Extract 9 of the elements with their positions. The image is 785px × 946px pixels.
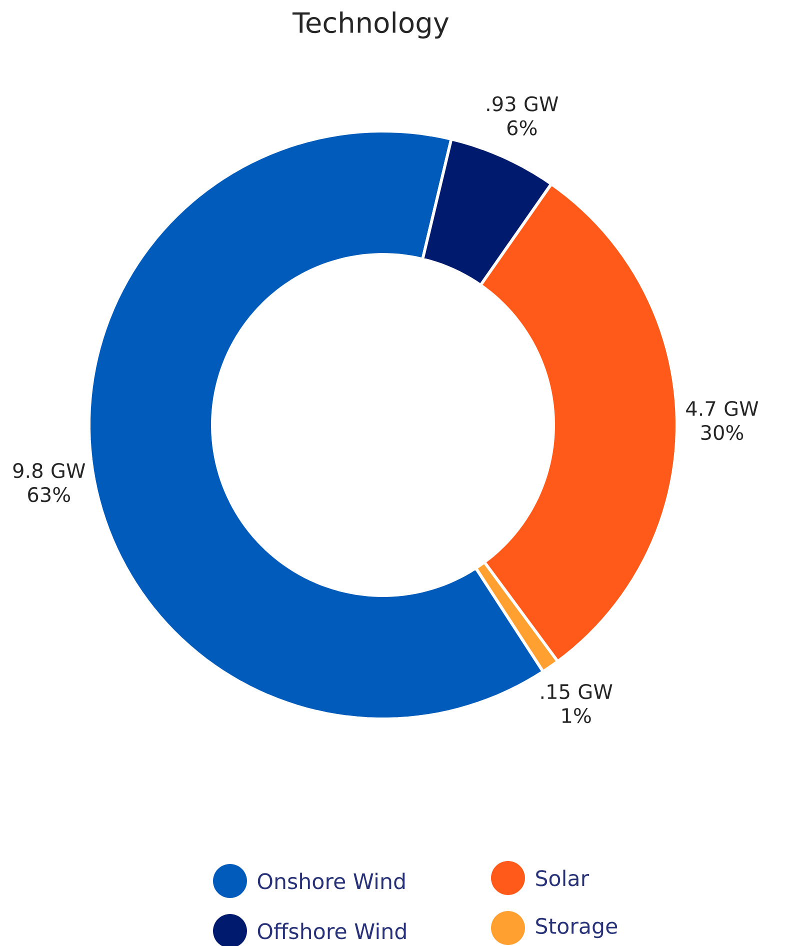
data-label: 9.8 GW 63% xyxy=(13,463,86,502)
data-label: .15 GW 1% xyxy=(541,684,612,724)
legend-label: Storage xyxy=(536,918,618,938)
data-label: .93 GW 6% xyxy=(487,96,558,136)
chart-title: Technology xyxy=(292,11,449,39)
legend-label: Onshore Wind xyxy=(258,872,405,890)
legend-label: Solar xyxy=(536,870,590,886)
legend-label: Offshore Wind xyxy=(258,922,406,940)
data-label: 4.7 GW 30% xyxy=(686,400,758,440)
